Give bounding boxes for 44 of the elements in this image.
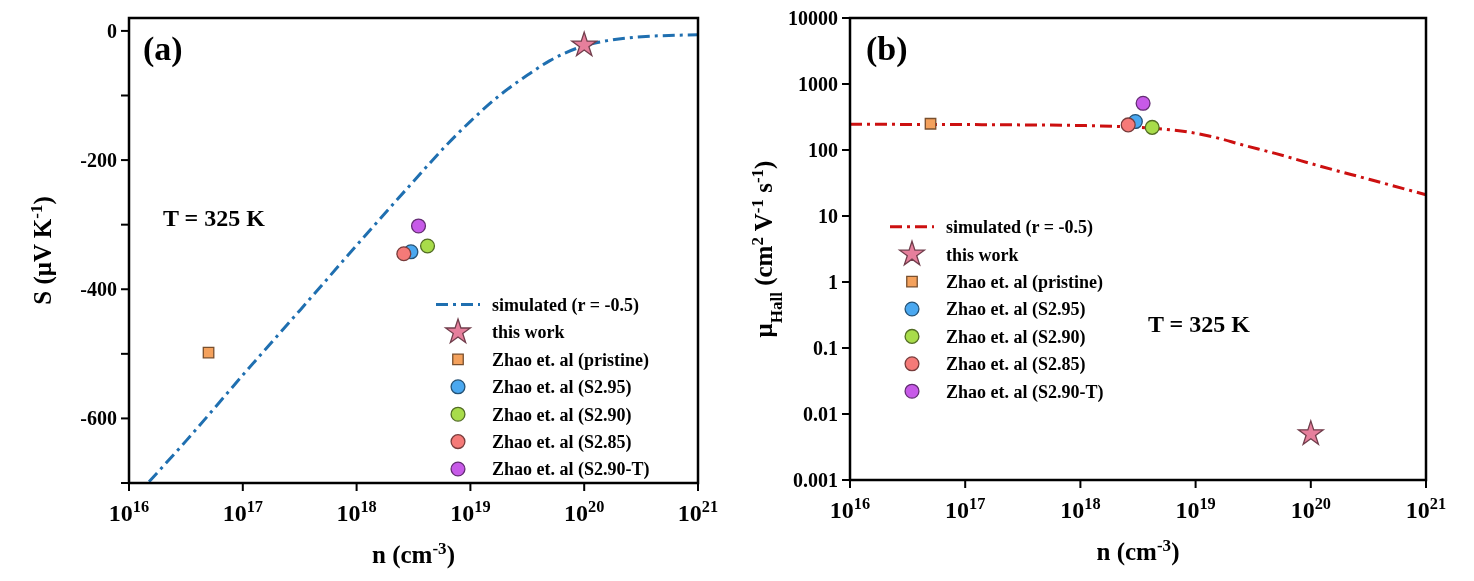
legend-label: Zhao et. al (S2.90) [492, 404, 632, 426]
y-tick-label: 0.1 [813, 337, 838, 359]
legend-label: Zhao et. al (pristine) [492, 349, 649, 371]
legend-label: Zhao et. al (S2.85) [492, 431, 632, 453]
x-tick-label: 10$^{16}$ [108, 496, 150, 526]
legend-label: simulated (r = -0.5) [492, 294, 639, 316]
annotation: T = 325 K [1148, 311, 1251, 337]
y-tick-label: 0 [107, 19, 117, 42]
x-tick-label: 10$^{18}$ [1060, 493, 1101, 523]
y-tick-label: 1000 [798, 73, 838, 95]
x-tick-label: 10$^{21}$ [1405, 493, 1447, 523]
y-tick-label: 0.01 [803, 403, 838, 425]
legend-label: this work [492, 322, 565, 343]
x-axis-title: n (cm$^{-3}$) [1096, 535, 1180, 566]
legend-label: Zhao et. al (S2.95) [492, 377, 632, 399]
y-tick-label: 10000 [788, 7, 838, 29]
chart-title: (b) [866, 30, 908, 68]
x-tick-label: 10$^{17}$ [222, 496, 263, 526]
x-tick-label: 10$^{16}$ [829, 493, 871, 523]
legend-label: Zhao et. al (S2.95) [946, 299, 1086, 321]
legend-label: Zhao et. al (S2.90-T) [946, 381, 1104, 403]
x-tick-label: 10$^{19}$ [450, 496, 491, 526]
x-tick-label: 10$^{21}$ [677, 496, 719, 526]
annotation: T = 325 K [163, 205, 266, 231]
x-tick-label: 10$^{17}$ [945, 493, 986, 523]
y-tick-label: 10 [818, 205, 838, 227]
x-tick-label: 10$^{19}$ [1175, 493, 1216, 523]
y-tick-label: 100 [808, 139, 838, 161]
x-tick-label: 10$^{18}$ [336, 496, 377, 526]
y-tick-label: 0.001 [793, 469, 838, 491]
legend-label: this work [946, 244, 1019, 265]
legend-label: Zhao et. al (S2.90-T) [492, 459, 650, 481]
x-tick-label: 10$^{20}$ [1290, 493, 1331, 523]
x-axis-title: n (cm$^{-3}$) [372, 538, 455, 569]
legend-label: Zhao et. al (S2.90) [946, 326, 1086, 348]
legend-label: simulated (r = -0.5) [946, 217, 1093, 239]
y-tick-label: -200 [80, 149, 117, 172]
y-tick-label: -600 [80, 407, 117, 430]
legend-label: Zhao et. al (pristine) [946, 271, 1103, 293]
chart-title: (a) [143, 30, 183, 68]
y-tick-label: -400 [80, 278, 117, 301]
x-tick-label: 10$^{20}$ [564, 496, 605, 526]
y-tick-label: 1 [828, 271, 838, 293]
legend-label: Zhao et. al (S2.85) [946, 354, 1086, 376]
